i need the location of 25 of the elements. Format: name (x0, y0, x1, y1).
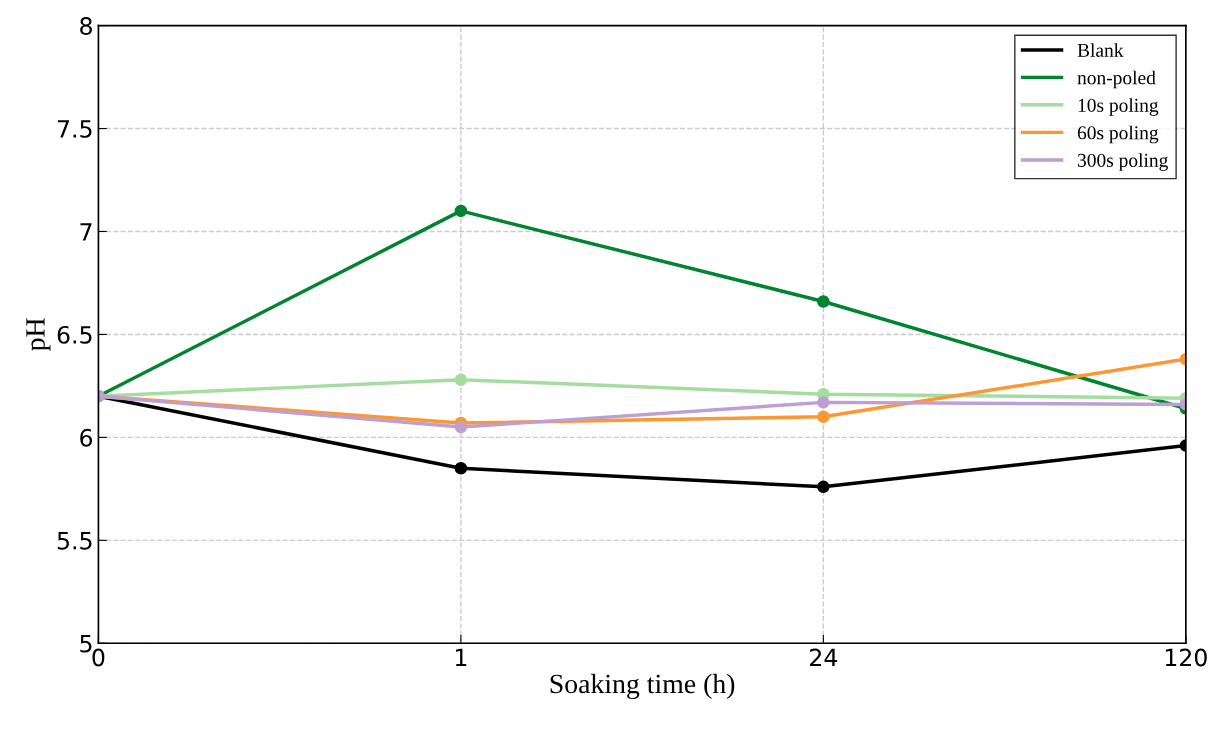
legend-label: 10s poling (1078, 98, 1159, 116)
y-tick-label: 6 (80, 428, 93, 447)
legend-label: non-poled (1077, 70, 1156, 89)
y-axis-title: pH (26, 318, 51, 351)
x-tick-label: 24 (810, 648, 838, 667)
legend-label: 60s poling (1077, 125, 1159, 144)
y-tick-label: 8 (80, 17, 92, 35)
point (454, 420, 468, 434)
legend-label: Blank (1077, 43, 1124, 57)
point (817, 295, 830, 308)
x-tick-label: 0 (92, 648, 105, 667)
point (454, 204, 468, 218)
x-axis-title: Soaking time (h) (550, 673, 735, 700)
y-tick-label: 5 (80, 635, 92, 653)
x-tick-label: 120 (1165, 648, 1207, 667)
legend-label: 300s poling (1077, 153, 1168, 171)
point (454, 462, 468, 475)
x-tick-label: 1 (455, 648, 467, 667)
point (817, 480, 830, 494)
y-tick-label: 5.5 (57, 532, 92, 550)
y-tick-label: 6.5 (57, 325, 92, 344)
y-tick-label: 7.5 (57, 120, 92, 138)
y-tick-label: 7 (80, 223, 92, 241)
point (817, 396, 830, 409)
point (817, 410, 830, 424)
